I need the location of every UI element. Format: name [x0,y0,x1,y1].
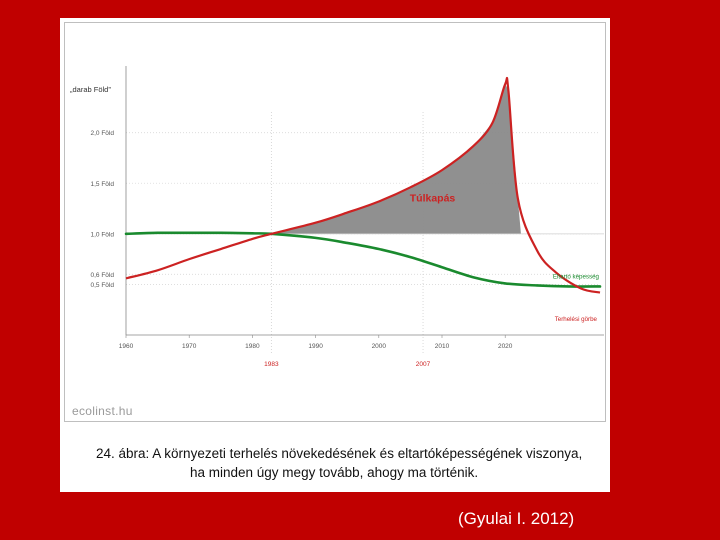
y-tick-label: 1,5 Föld [91,181,115,188]
x-tick-label: 1980 [245,343,260,350]
x-tick-label: 2010 [435,343,450,350]
figure-caption: 24. ábra: A környezeti terhelés növekedé… [96,444,586,482]
watermark-text: ecolinst.hu [72,404,133,418]
y-tick-label: 1,0 Föld [91,231,115,238]
series-label-terheles: Terhelési görbe [555,316,598,323]
overshoot-label: Túlkapás [410,192,456,204]
y-tick-label: 0,6 Föld [91,272,115,279]
series-line-eltarto [124,231,602,288]
y-tick-label: 2,0 Föld [91,130,115,137]
caption-line-1: 24. ábra: A környezeti terhelés növekedé… [96,446,583,461]
x-tick-label: 1960 [119,343,134,350]
x-tick-label: 2000 [372,343,387,350]
year-marker-label: 2007 [416,361,431,368]
x-tick-label: 1990 [308,343,323,350]
source-citation: (Gyulai I. 2012) [458,509,575,528]
year-marker-label: 1983 [264,361,279,368]
caption-line-2: ha minden úgy megy tovább, ahogy ma tört… [190,465,479,480]
overshoot-area [271,84,521,234]
series-line-terheles [125,76,601,294]
y-axis-title: „darab Föld” [70,85,111,94]
y-tick-label: 0,5 Föld [91,282,115,289]
x-tick-label: 1970 [182,343,197,350]
series-label-eltarto: Eltartó képesség [553,273,600,280]
x-tick-label: 2020 [498,343,513,350]
